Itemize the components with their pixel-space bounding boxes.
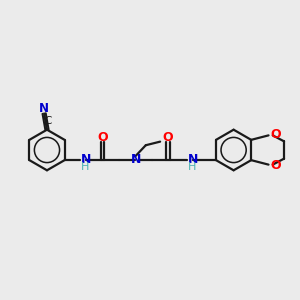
Text: N: N [39, 102, 49, 115]
Text: C: C [44, 116, 51, 126]
Text: O: O [270, 159, 280, 172]
Text: O: O [97, 131, 108, 144]
Text: N: N [81, 153, 92, 166]
Text: N: N [188, 153, 198, 166]
Text: H: H [188, 162, 196, 172]
Text: O: O [163, 131, 173, 144]
Text: N: N [130, 153, 141, 166]
Text: O: O [270, 128, 280, 141]
Text: H: H [81, 162, 90, 172]
